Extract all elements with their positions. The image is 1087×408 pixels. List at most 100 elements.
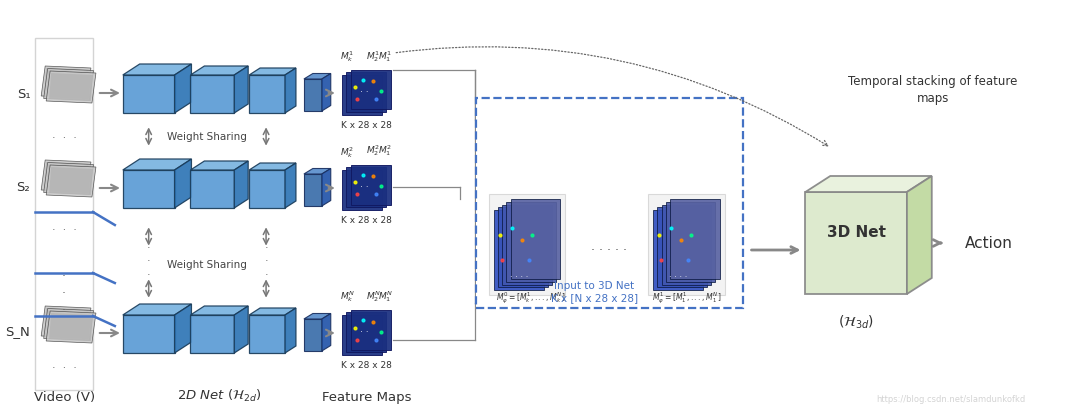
Polygon shape [347,312,386,352]
Point [662,225,679,231]
Polygon shape [175,159,191,208]
Text: ·
·
·: · · · [147,243,150,280]
Polygon shape [41,66,91,98]
Polygon shape [46,71,96,103]
Text: Feature Maps: Feature Maps [322,391,411,404]
Polygon shape [907,176,932,294]
Polygon shape [41,160,91,192]
Point [503,225,521,231]
Polygon shape [805,192,907,294]
Polygon shape [347,72,386,112]
Polygon shape [234,161,248,208]
Point [372,328,389,335]
Polygon shape [46,165,96,197]
Text: · ·: · · [360,328,368,337]
Polygon shape [507,202,557,282]
Point [364,318,382,325]
Polygon shape [49,167,93,195]
Text: $M^N_1$: $M^N_1$ [377,288,392,304]
Polygon shape [285,308,296,353]
Polygon shape [190,75,234,113]
Polygon shape [304,169,330,174]
Polygon shape [123,159,191,170]
Text: $M^2_2$: $M^2_2$ [366,144,380,158]
Polygon shape [304,73,330,79]
Polygon shape [123,170,175,208]
Polygon shape [322,169,330,206]
Polygon shape [45,68,88,96]
Text: ·  ·  ·: · · · [52,133,76,143]
Point [491,232,509,238]
Polygon shape [249,315,285,353]
Polygon shape [502,204,552,285]
Text: ·
·
·: · · · [264,243,267,280]
Polygon shape [249,75,285,113]
Text: https://blog.csdn.net/slamdunkofkd: https://blog.csdn.net/slamdunkofkd [876,395,1025,404]
Point [354,76,372,83]
Polygon shape [322,73,330,111]
Polygon shape [648,194,725,295]
Polygon shape [190,306,248,315]
Polygon shape [45,162,88,190]
Text: S_N: S_N [5,326,30,339]
Polygon shape [341,75,382,115]
Text: $M^1_2$: $M^1_2$ [366,49,380,64]
Polygon shape [489,194,565,295]
Text: · ·: · · [360,88,368,97]
Text: · ·: · · [360,183,368,192]
Polygon shape [190,161,248,170]
Text: $M^1_k$: $M^1_k$ [340,49,353,64]
Text: $M^N_k$: $M^N_k$ [340,290,354,304]
Point [347,84,364,91]
Polygon shape [43,69,93,100]
Text: K x 28 x 28: K x 28 x 28 [341,361,392,370]
Polygon shape [41,306,91,338]
Polygon shape [190,315,234,353]
Text: · · · · ·: · · · · · [591,244,627,257]
Text: Video (V): Video (V) [34,391,95,404]
Point [372,88,389,95]
Polygon shape [285,68,296,113]
Text: 3D Net: 3D Net [826,225,886,240]
Polygon shape [35,38,93,390]
Point [348,96,365,103]
Point [652,257,670,263]
Polygon shape [665,202,715,282]
Point [348,336,365,343]
Point [348,191,365,198]
Text: $M^2_1$: $M^2_1$ [377,144,391,158]
Text: $2D\ Net\ (\mathcal{H}_{2d})$: $2D\ Net\ (\mathcal{H}_{2d})$ [177,388,262,404]
Polygon shape [285,163,296,208]
Point [523,232,540,238]
Polygon shape [322,313,330,351]
Polygon shape [123,304,191,315]
Point [367,191,385,198]
Polygon shape [347,167,386,207]
Point [364,78,382,85]
Polygon shape [304,174,322,206]
Point [367,96,385,103]
Polygon shape [46,311,96,343]
Polygon shape [304,79,322,111]
Polygon shape [49,73,93,101]
Polygon shape [351,164,391,204]
Polygon shape [662,204,711,285]
Polygon shape [304,313,330,319]
Point [650,232,667,238]
Polygon shape [249,68,296,75]
Polygon shape [49,313,93,341]
Text: · · · ·: · · · · [669,273,687,282]
Point [354,316,372,323]
Point [679,257,697,263]
Text: $M^N_2$: $M^N_2$ [366,288,382,304]
Text: $(\mathcal{H}_{3d})$: $(\mathcal{H}_{3d})$ [838,314,874,331]
Polygon shape [47,164,90,193]
Polygon shape [341,170,382,210]
FancyBboxPatch shape [476,98,742,308]
Polygon shape [511,199,561,279]
Point [372,183,389,190]
Point [493,257,511,263]
Polygon shape [175,64,191,113]
Point [347,179,364,186]
Text: $M^0_{\varphi}=[M^1_k,...,M^N_k]$: $M^0_{\varphi}=[M^1_k,...,M^N_k]$ [496,291,565,306]
